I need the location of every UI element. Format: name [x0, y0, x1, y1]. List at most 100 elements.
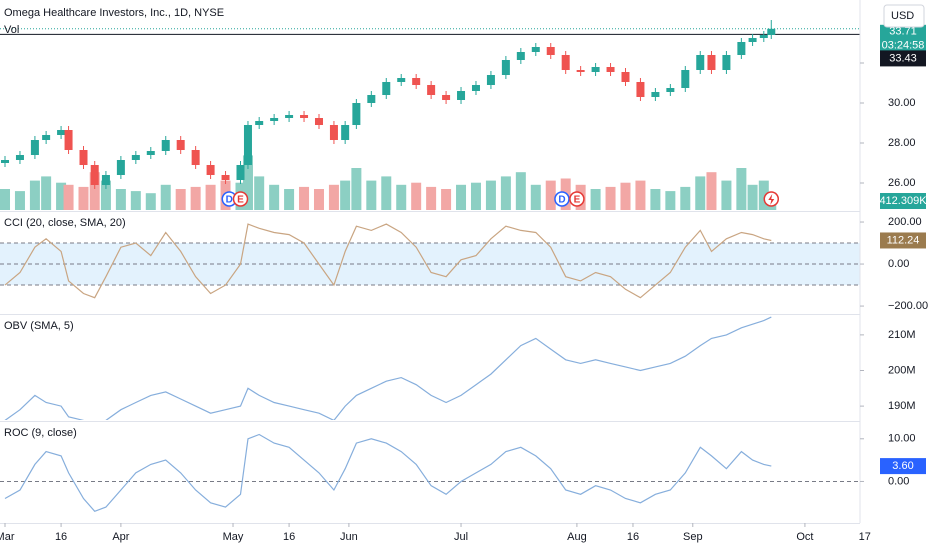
candle-body — [759, 35, 768, 38]
volume-bar — [635, 180, 646, 210]
x-tick-label: Sep — [683, 531, 703, 543]
currency[interactable]: USD — [891, 10, 914, 22]
indicator-pane — [4, 316, 772, 420]
volume-bar — [736, 168, 747, 210]
volume-last: 412.309K — [879, 195, 927, 207]
event-marker — [554, 191, 570, 207]
volume-bar — [396, 184, 407, 210]
volume-bar — [328, 184, 339, 210]
volume-bar — [63, 184, 74, 210]
event-label: D — [226, 195, 233, 206]
candle-body — [341, 125, 350, 140]
event-label: E — [574, 195, 581, 206]
candle-body — [300, 115, 309, 118]
volume-bar — [254, 176, 265, 210]
axis-labels: Mar 16 Apr May 16 Jun Jul Aug 16 Sep Oct 17 26.00 28.… — [0, 24, 928, 543]
volume-bar — [441, 189, 452, 210]
volume-bar — [269, 184, 280, 210]
volume-bar — [130, 191, 141, 210]
last-value: 3.60 — [892, 460, 913, 472]
split-icon-bolt — [768, 194, 775, 205]
y-tick-label: 26.00 — [888, 177, 916, 189]
x-tick-label: Jul — [454, 531, 468, 543]
y-tick-label: 0.00 — [888, 475, 909, 487]
candle-body — [270, 118, 279, 121]
candle-body — [767, 28, 776, 35]
x-tick-label: 16 — [627, 531, 639, 543]
last-value: 112.24 — [887, 234, 920, 246]
volume-bar — [426, 186, 437, 210]
volume-bar — [29, 180, 40, 210]
candle-body — [329, 125, 338, 140]
candle-body — [90, 165, 99, 185]
x-tick-label: May — [223, 531, 244, 543]
candle-body — [285, 115, 294, 118]
y-tick-label: 10.00 — [888, 433, 916, 445]
event-label: E — [237, 195, 244, 206]
candle-body — [101, 175, 110, 185]
y-tick-label: 210M — [888, 329, 916, 341]
volume-bar — [620, 182, 631, 210]
candle-body — [621, 72, 630, 82]
candle-body — [722, 55, 731, 70]
indicator-line — [4, 433, 772, 513]
candle-body — [176, 140, 185, 150]
indicator-pane — [0, 433, 860, 513]
x-tick-label: Apr — [112, 531, 129, 543]
volume-bar — [242, 155, 253, 210]
last-price-badge — [880, 24, 926, 55]
x-tick-label: Mar — [0, 531, 15, 543]
volume-bar — [115, 189, 126, 210]
y-tick-label: 200.00 — [888, 216, 922, 228]
candle-body — [561, 55, 570, 70]
volume-bar — [299, 186, 310, 210]
candle-body — [666, 88, 675, 92]
volume-bar — [41, 176, 52, 210]
volume-bar — [411, 182, 422, 210]
candle-body — [79, 150, 88, 165]
candle-body — [255, 121, 264, 125]
y-tick-label: 190M — [888, 400, 916, 412]
volume-bar — [605, 186, 616, 210]
y-tick-label: 200M — [888, 364, 916, 376]
candle-body — [397, 78, 406, 82]
volume-bar — [695, 176, 706, 210]
volume-bar — [205, 184, 216, 210]
x-tick-label: Jun — [340, 531, 358, 543]
indicator-line — [4, 223, 772, 299]
volume-bar — [650, 189, 661, 210]
x-tick-label: Aug — [567, 531, 587, 543]
candle-body — [501, 60, 510, 75]
candle-body — [64, 130, 73, 150]
candle-body — [442, 95, 451, 100]
x-tick-label: 16 — [283, 531, 295, 543]
candle-body — [696, 55, 705, 70]
volume-bar — [100, 180, 111, 210]
candle-body — [131, 155, 140, 160]
candle-body — [191, 150, 200, 165]
candle-body — [516, 52, 525, 60]
volume-bar — [515, 172, 526, 210]
candle-body — [457, 91, 466, 100]
candle-body — [651, 92, 660, 97]
volume-bar — [381, 176, 392, 210]
volume-bar — [706, 172, 717, 210]
x-tick-label: 16 — [55, 531, 67, 543]
candle-body — [707, 55, 716, 70]
volume-bar — [175, 189, 186, 210]
currency-button[interactable] — [883, 4, 925, 28]
volume-bar — [284, 189, 295, 210]
volume-bar — [56, 182, 67, 210]
candle-body — [15, 155, 24, 160]
candle-body — [591, 67, 600, 72]
candle-body — [57, 130, 66, 135]
last-value-bg — [880, 232, 926, 249]
volume-bar — [0, 189, 11, 210]
volume-bar — [313, 189, 324, 210]
y-tick-label: 0.00 — [888, 258, 909, 270]
candle-body — [681, 70, 690, 88]
volume-bar — [590, 189, 601, 210]
candle-body — [42, 135, 51, 140]
price-pane — [0, 20, 860, 210]
